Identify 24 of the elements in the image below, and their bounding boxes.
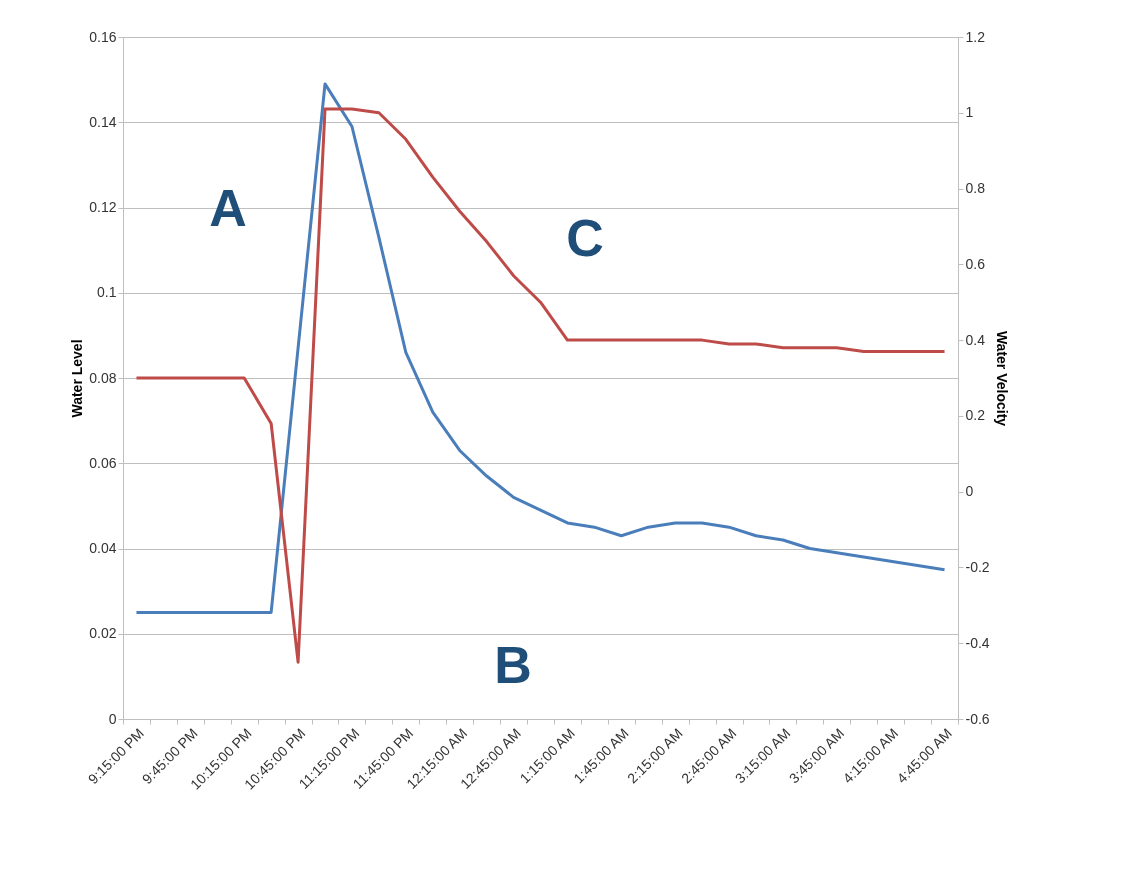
annotation: C xyxy=(566,209,604,267)
y-tick-label: 0 xyxy=(108,710,117,727)
y2-tick-label: -0.2 xyxy=(965,558,990,575)
y-tick-label: 0.16 xyxy=(89,28,117,45)
y2-tick-label: 1.2 xyxy=(965,28,986,45)
y-tick-label: 0.04 xyxy=(89,540,117,556)
y2-tick-label: 0.4 xyxy=(965,331,986,348)
y-tick-label: 0.12 xyxy=(89,199,117,215)
y-tick-label: 0.02 xyxy=(89,625,117,642)
y2-tick-label: -0.6 xyxy=(965,710,990,727)
y2-tick-label: 0.2 xyxy=(965,407,986,424)
y-tick-label: 0.06 xyxy=(89,454,117,471)
annotation: A xyxy=(209,179,247,237)
y-tick-label: 0.08 xyxy=(89,369,117,386)
y2-tick-label: -0.4 xyxy=(965,634,990,651)
y2-tick-label: 0 xyxy=(965,483,974,500)
y-tick-label: 0.14 xyxy=(89,113,117,130)
y2-tick-label: 0.8 xyxy=(965,180,986,197)
y-axis-title: Water Level xyxy=(69,339,86,418)
y2-tick-label: 1 xyxy=(965,104,974,121)
y-tick-label: 0.1 xyxy=(97,284,117,301)
y2-axis-title: Water Velocity xyxy=(993,330,1010,427)
y2-tick-label: 0.6 xyxy=(965,255,986,272)
annotation: B xyxy=(494,636,532,694)
